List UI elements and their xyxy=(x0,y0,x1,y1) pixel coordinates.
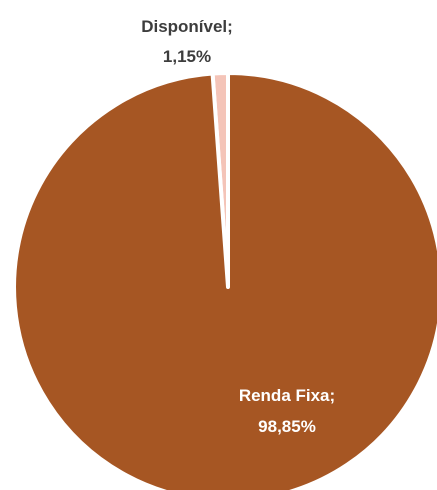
pie-slice-renda-fixa xyxy=(12,71,437,490)
label-disponivel-name: Disponível; xyxy=(141,17,233,36)
label-disponivel-value: 1,15% xyxy=(163,47,211,66)
label-renda-fixa-value: 98,85% xyxy=(258,417,316,436)
label-renda-fixa-name: Renda Fixa; xyxy=(239,386,335,405)
pie-slices xyxy=(12,71,437,490)
